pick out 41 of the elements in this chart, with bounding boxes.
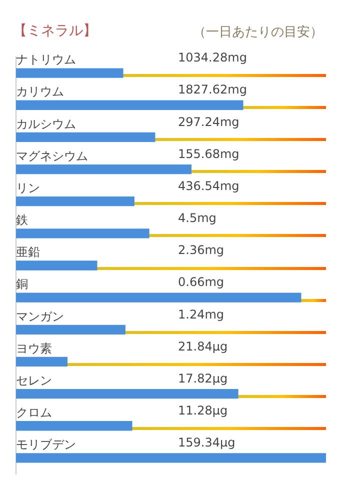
- bar: [16, 260, 98, 270]
- y-tick-label: 銅: [16, 277, 28, 292]
- bar: [16, 453, 326, 463]
- annotation: 155.68mg: [178, 146, 240, 161]
- annotation: 1034.28mg: [178, 50, 247, 65]
- bar: [16, 228, 150, 238]
- annotation: 11.28μg: [178, 404, 228, 418]
- bar: [16, 292, 302, 302]
- annotation: 297.24mg: [178, 114, 240, 129]
- y-tick-label: カルシウム: [16, 116, 76, 131]
- bar: [16, 164, 192, 174]
- bar: [16, 100, 244, 110]
- annotation: 2.36mg: [178, 243, 224, 258]
- annotation: 436.54mg: [178, 178, 240, 193]
- annotation: 21.84μg: [178, 339, 228, 354]
- bar: [16, 388, 238, 399]
- chart-subtitle: （一日あたりの目安）: [193, 24, 323, 41]
- annotation: 0.66mg: [178, 275, 224, 290]
- chart-title: 【ミネラル】: [13, 22, 97, 40]
- y-tick-label: マグネシウム: [16, 148, 88, 163]
- y-tick-label: クロム: [16, 406, 52, 420]
- bar: [16, 68, 124, 78]
- bar: [16, 132, 156, 142]
- annotation: 159.34μg: [178, 436, 236, 450]
- y-tick-label: ヨウ素: [16, 341, 52, 356]
- y-tick-label: セレン: [16, 373, 52, 388]
- y-tick-label: 鉄: [16, 213, 28, 228]
- bar: [16, 356, 68, 367]
- bar: [16, 324, 126, 334]
- y-tick-label: 亜鉛: [16, 245, 40, 260]
- bar: [16, 196, 134, 206]
- y-tick-label: リン: [16, 180, 40, 195]
- y-tick-label: マンガン: [16, 309, 64, 324]
- y-tick-label: モリブデン: [16, 438, 76, 452]
- annotation: 4.5mg: [178, 211, 216, 226]
- y-tick-label: ナトリウム: [16, 52, 76, 67]
- bar: [16, 421, 132, 431]
- annotation: 1827.62mg: [178, 82, 247, 97]
- annotation: 17.82μg: [178, 371, 228, 386]
- annotation: 1.24mg: [178, 307, 224, 322]
- y-tick-label: カリウム: [16, 84, 64, 99]
